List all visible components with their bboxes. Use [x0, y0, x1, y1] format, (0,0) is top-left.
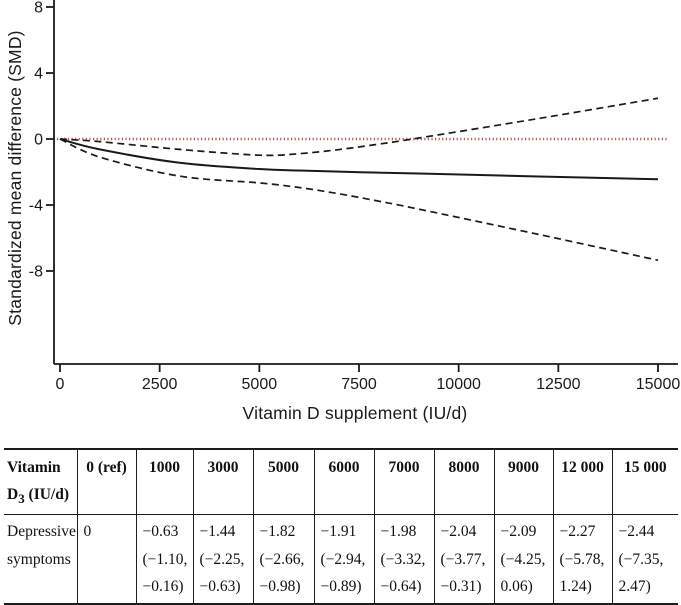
y-tick-label: 8 — [34, 0, 43, 17]
smd-estimate-cell: −2.09 (−4.25, 0.06) — [493, 514, 553, 604]
y-tick-label: -8 — [29, 264, 43, 281]
dose-column-header: 9000 — [493, 449, 553, 516]
row-label-line2: symptoms — [7, 550, 71, 568]
smd-estimate-cell: −2.44 (−7.35, 2.47) — [611, 514, 678, 604]
ci_lower_bound-curve — [59, 138, 659, 262]
smd-estimate-cell: −2.27 (−5.78, 1.24) — [552, 514, 612, 604]
results-table: Vitamin D3 (IU/d) 0 (ref) 1000 3000 5000 6000… — [4, 448, 678, 605]
dose-column-header: 8000 — [433, 449, 494, 516]
dose-response-chart: 8 4 0 -4 -8 0 2500 5000 7500 10000 12500 15000 — [29, 0, 681, 393]
y-tick-label: 4 — [34, 66, 43, 83]
x-tick-label: 12500 — [536, 376, 581, 393]
dose-column-header: 3000 — [192, 449, 253, 516]
smd-estimate-cell: −1.98 (−3.32, −0.64) — [373, 514, 434, 604]
outcome-row-label: Depressive symptoms — [4, 515, 77, 604]
dose-column-header: 15 000 — [611, 449, 678, 516]
x-tick-label: 5000 — [242, 376, 278, 393]
smd-estimate-cell: −2.04 (−3.77, −0.31) — [433, 514, 494, 604]
y-tick-label: -4 — [29, 198, 43, 215]
corner-header-subscript: 3 — [18, 491, 25, 507]
x-tick-label: 10000 — [436, 376, 481, 393]
dose-column-header: 6000 — [313, 449, 374, 516]
smd-estimate-cell: −0.63 (−1.10, −0.16) — [135, 514, 193, 604]
x-tick-label: 0 — [56, 376, 65, 393]
smd-estimate-cell: −1.44 (−2.25, −0.63) — [192, 514, 253, 604]
smd-estimate-cell: 0 — [76, 514, 136, 604]
dose-column-header: 0 (ref) — [76, 449, 136, 516]
row-label-line1: Depressive — [7, 523, 76, 541]
corner-header-d: D — [7, 486, 19, 503]
table-corner-header: Vitamin D3 (IU/d) — [4, 449, 77, 516]
estimate-curve — [59, 138, 659, 181]
dose-column-header: 1000 — [135, 449, 193, 516]
dose-column-header: 12 000 — [552, 449, 612, 516]
smd-estimate-cell: −1.82 (−2.66, −0.98) — [252, 514, 314, 604]
dose-column-header: 5000 — [252, 449, 314, 516]
corner-header-line1: Vitamin — [7, 459, 61, 476]
x-tick-label: 7500 — [341, 376, 377, 393]
x-tick-label: 15000 — [636, 376, 681, 393]
x-tick-label: 2500 — [142, 376, 178, 393]
smd-estimate-cell: −1.91 (−2.94, −0.89) — [313, 514, 374, 604]
dose-column-header: 7000 — [373, 449, 434, 516]
ci_upper_bound-curve — [59, 97, 659, 157]
y-tick-label: 0 — [34, 132, 43, 149]
y-axis-title: Standardized mean difference (SMD) — [5, 30, 25, 326]
x-axis-title: Vitamin D supplement (IU/d) — [242, 403, 468, 423]
corner-header-unit: (IU/d) — [24, 486, 70, 503]
